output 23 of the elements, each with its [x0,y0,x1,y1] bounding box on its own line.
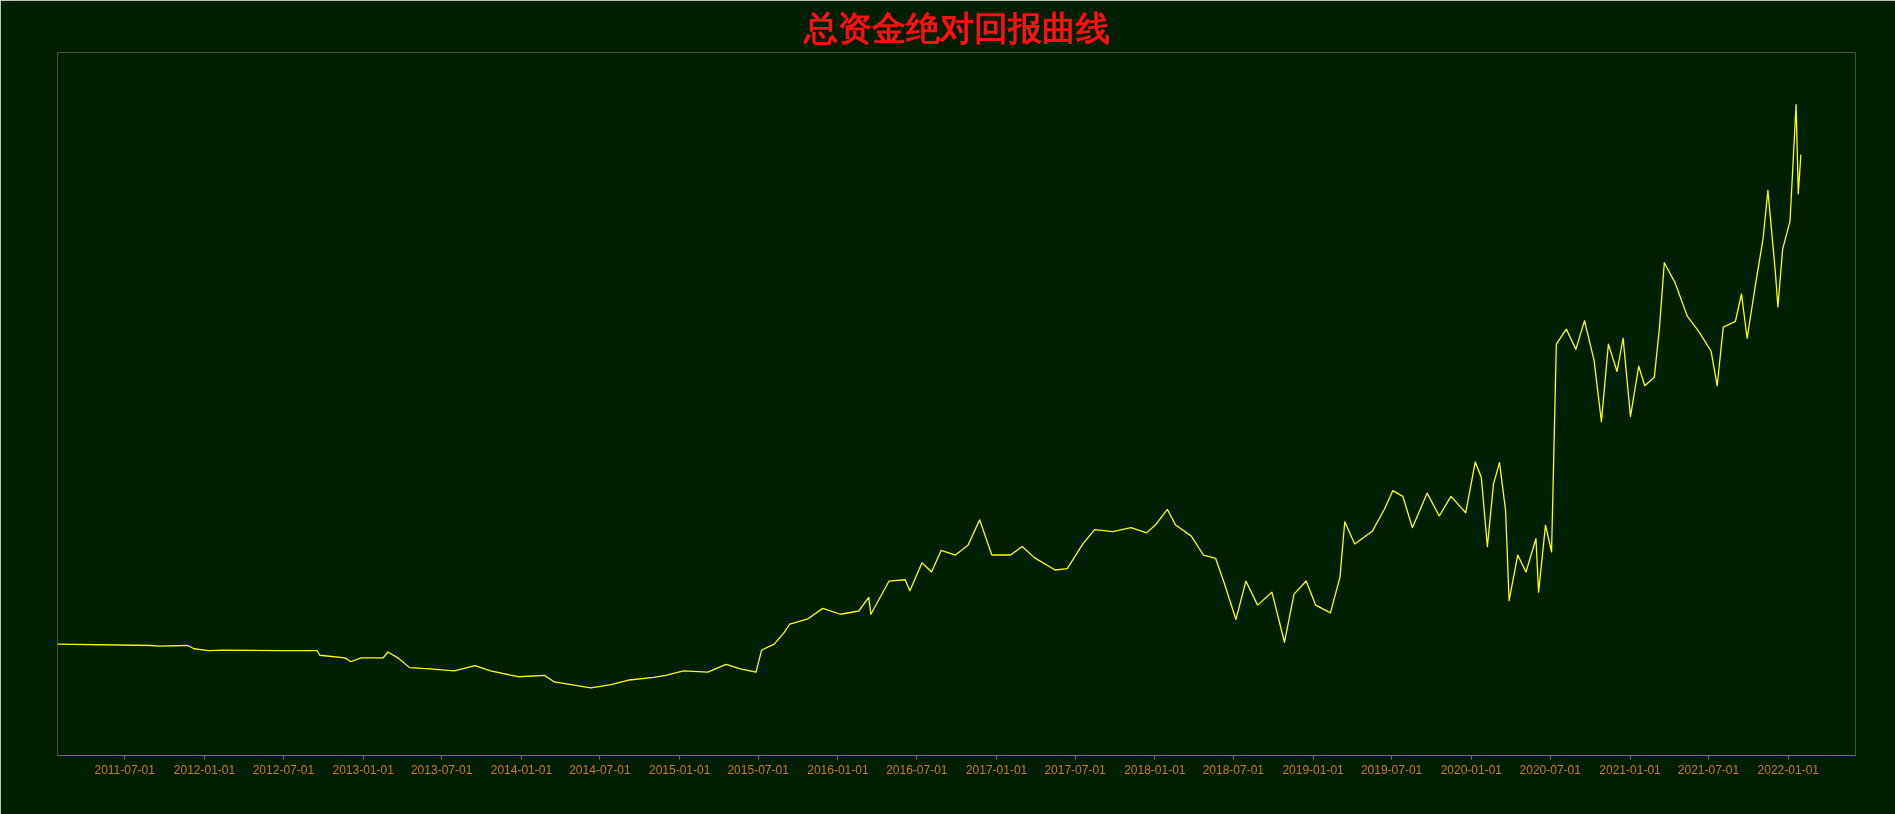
x-tick-label: 2011-07-01 [94,762,156,777]
x-tick-label: 2018-01-01 [1124,762,1186,777]
x-tick-label: 2016-01-01 [807,762,869,777]
x-tick-label: 2014-01-01 [490,762,553,777]
x-tick-label: 2012-07-01 [252,762,315,777]
x-tick-label: 2015-01-01 [648,762,711,777]
x-tick-label: 2019-01-01 [1282,762,1345,777]
x-tick-label: 2021-07-01 [1677,762,1740,777]
chart-title: 总资金绝对回报曲线 [801,7,1110,48]
x-tick-label: 2014-07-01 [569,762,631,777]
x-tick-label: 2021-01-01 [1599,762,1662,777]
x-tick-label: 2018-07-01 [1202,762,1265,777]
x-tick-label: 2017-07-01 [1044,762,1107,777]
x-tick-label: 2020-07-01 [1519,762,1582,777]
x-tick-label: 2016-07-01 [886,762,948,777]
x-tick-label: 2020-01-01 [1440,762,1503,777]
x-tick-label: 2013-01-01 [332,762,395,777]
x-tick-label: 2022-01-01 [1757,762,1820,777]
x-tick-label: 2013-07-01 [410,762,473,777]
x-tick-label: 2019-07-01 [1360,762,1423,777]
x-tick-label: 2012-01-01 [173,762,236,777]
x-tick-label: 2017-01-01 [965,762,1028,777]
x-tick-label: 2015-07-01 [727,762,790,777]
